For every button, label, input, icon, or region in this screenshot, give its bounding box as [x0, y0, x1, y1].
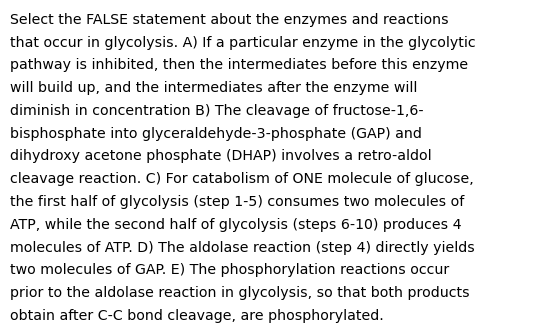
- Text: Select the FALSE statement about the enzymes and reactions: Select the FALSE statement about the enz…: [10, 13, 449, 27]
- Text: molecules of ATP. D) The aldolase reaction (step 4) directly yields: molecules of ATP. D) The aldolase reacti…: [10, 241, 475, 255]
- Text: obtain after C-C bond cleavage, are phosphorylated.: obtain after C-C bond cleavage, are phos…: [10, 309, 384, 323]
- Text: the first half of glycolysis (step 1-5) consumes two molecules of: the first half of glycolysis (step 1-5) …: [10, 195, 464, 209]
- Text: pathway is inhibited, then the intermediates before this enzyme: pathway is inhibited, then the intermedi…: [10, 58, 468, 72]
- Text: ATP, while the second half of glycolysis (steps 6-10) produces 4: ATP, while the second half of glycolysis…: [10, 218, 461, 232]
- Text: dihydroxy acetone phosphate (DHAP) involves a retro-aldol: dihydroxy acetone phosphate (DHAP) invol…: [10, 149, 432, 163]
- Text: prior to the aldolase reaction in glycolysis, so that both products: prior to the aldolase reaction in glycol…: [10, 286, 470, 300]
- Text: diminish in concentration B) The cleavage of fructose-1,6-: diminish in concentration B) The cleavag…: [10, 104, 424, 118]
- Text: that occur in glycolysis. A) If a particular enzyme in the glycolytic: that occur in glycolysis. A) If a partic…: [10, 36, 475, 50]
- Text: bisphosphate into glyceraldehyde-3-phosphate (GAP) and: bisphosphate into glyceraldehyde-3-phosp…: [10, 127, 422, 141]
- Text: two molecules of GAP. E) The phosphorylation reactions occur: two molecules of GAP. E) The phosphoryla…: [10, 263, 449, 277]
- Text: cleavage reaction. C) For catabolism of ONE molecule of glucose,: cleavage reaction. C) For catabolism of …: [10, 172, 474, 186]
- Text: will build up, and the intermediates after the enzyme will: will build up, and the intermediates aft…: [10, 81, 417, 95]
